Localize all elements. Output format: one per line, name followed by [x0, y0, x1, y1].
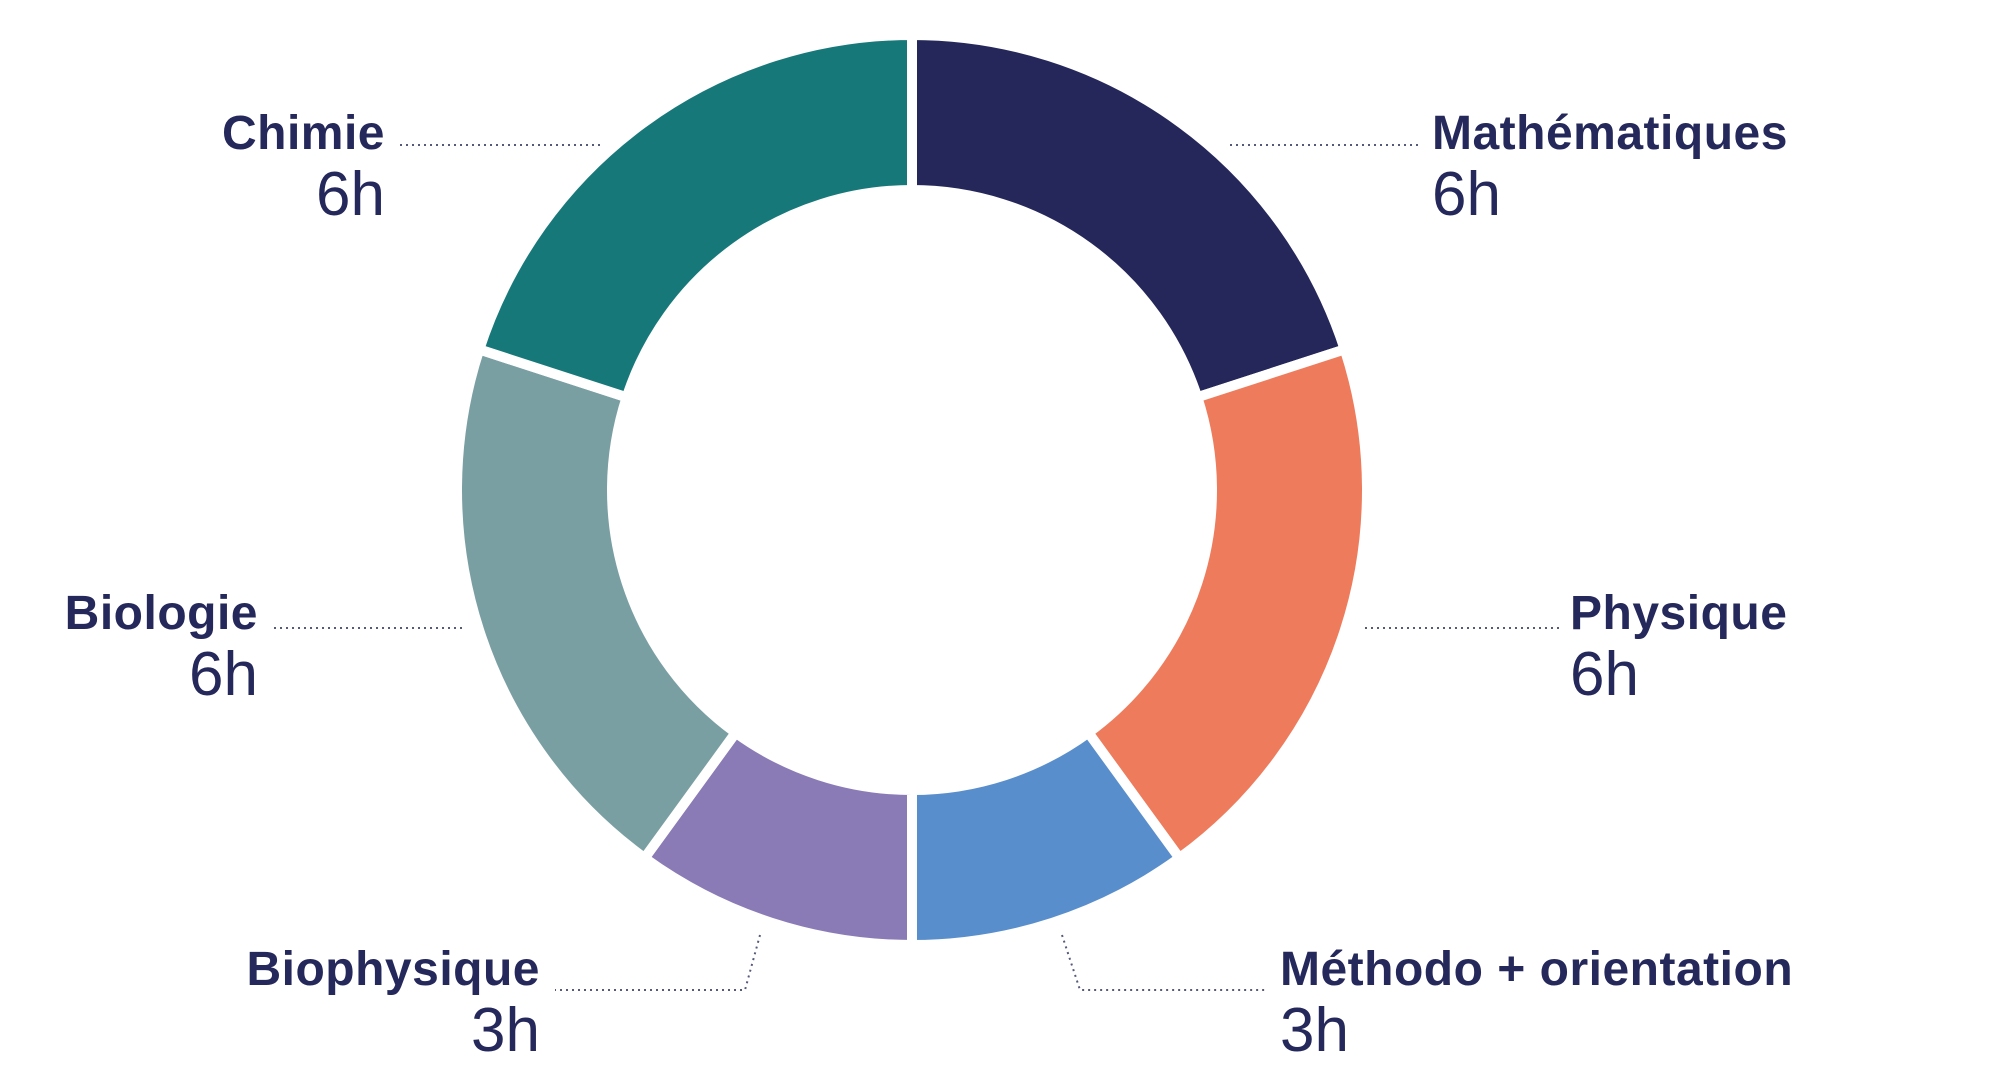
slice-name-mathematiques: Mathématiques: [1432, 107, 1788, 160]
slice-mathematiques: [907, 29, 1352, 404]
label-methodo-orientation: Méthodo + orientation 3h: [1280, 946, 1793, 1062]
slice-value-physique: 6h: [1570, 640, 1639, 709]
leader-biophysique: [555, 934, 761, 991]
slice-value-biologie: 6h: [189, 640, 258, 709]
slice-name-physique: Physique: [1570, 587, 1788, 640]
slice-name-chimie: Chimie: [221, 107, 385, 160]
slice-chimie: [472, 29, 917, 404]
slice-name-biologie: Biologie: [64, 587, 258, 640]
slice-value-methodo-orientation: 3h: [1280, 996, 1349, 1065]
label-mathematiques: Mathématiques 6h: [1432, 110, 1788, 226]
slice-physique: [1081, 343, 1372, 866]
slice-name-biophysique: Biophysique: [246, 943, 540, 996]
slice-value-mathematiques: 6h: [1432, 160, 1501, 229]
label-chimie: Chimie 6h: [222, 110, 385, 226]
slice-name-methodo-orientation: Méthodo + orientation: [1280, 943, 1794, 996]
slice-value-chimie: 6h: [316, 160, 385, 229]
leader-methodo-orientation: [1061, 934, 1268, 991]
label-physique: Physique 6h: [1570, 590, 1787, 706]
label-biologie: Biologie 6h: [65, 590, 258, 706]
slice-value-biophysique: 3h: [471, 996, 540, 1065]
label-biophysique: Biophysique 3h: [246, 946, 540, 1062]
slice-biologie: [452, 343, 743, 866]
